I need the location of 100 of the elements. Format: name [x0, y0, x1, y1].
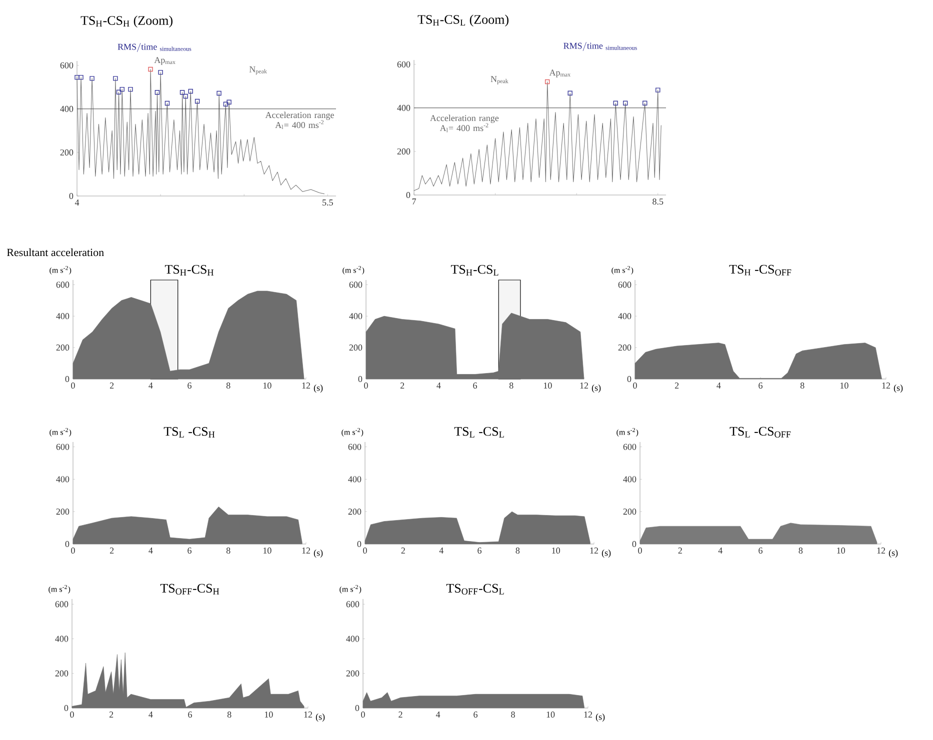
- x-tick-label: 6: [478, 548, 482, 554]
- x-tick-label: 2: [400, 382, 404, 388]
- point: [78, 74, 84, 80]
- y-axis-title: (m s$^{-2}$): [50, 266, 72, 274]
- x-tick-label: 0: [364, 382, 368, 389]
- annotation: Acceleration range A$_{l}$= 400 ms$^{-2}$: [430, 114, 499, 132]
- x-axis-title: (s): [314, 384, 323, 393]
- x-tick-label: 10: [263, 382, 272, 389]
- x-tick-label: 4: [148, 548, 153, 554]
- y-tick-label: 600: [623, 444, 636, 450]
- chart-title: TS$_{L}$ -CS$_{H}$: [164, 427, 215, 438]
- x-tick-label: 8: [516, 548, 520, 554]
- y-tick-label: 400: [618, 313, 632, 320]
- x-tick-label: 2: [109, 712, 114, 718]
- chart-title: TS$_{H}$ -CS$_{OFF}$: [729, 264, 792, 276]
- x-tick-label: 0: [638, 548, 642, 554]
- y-tick-label: 400: [56, 313, 70, 320]
- point: [113, 76, 118, 81]
- point: [656, 88, 660, 92]
- x-tick-label: 12: [584, 712, 592, 718]
- y-tick-label: 200: [623, 508, 636, 515]
- y-tick-label: 600: [56, 444, 70, 450]
- point: [623, 100, 628, 106]
- point: [74, 74, 80, 80]
- point: [613, 100, 618, 106]
- x-axis-title: (s): [894, 384, 903, 393]
- y-tick-label: 0: [69, 192, 74, 200]
- x-tick-label: 0: [363, 548, 367, 554]
- x-tick-label: 4: [74, 200, 80, 206]
- y-tick-label: 400: [55, 636, 68, 642]
- x-tick-label: 8: [226, 548, 230, 554]
- y-tick-label: 400: [623, 476, 636, 482]
- x-axis-title: (s): [314, 550, 323, 558]
- y-axis-title: (m s$^{-2}$): [342, 428, 364, 436]
- point: [188, 88, 193, 94]
- y-tick-label: 0: [632, 540, 636, 548]
- y-tick-label: 400: [60, 106, 74, 112]
- x-tick-label: 6: [188, 548, 192, 554]
- y-tick-label: 200: [397, 148, 410, 154]
- x-tick-label: 5.5: [322, 200, 333, 206]
- y-tick-label: 0: [406, 192, 410, 198]
- x-tick-label: 4: [436, 382, 441, 388]
- x-tick-label: 12: [302, 548, 310, 554]
- y-tick-label: 600: [618, 282, 632, 288]
- point: [642, 100, 648, 106]
- x-tick-label: 10: [552, 548, 560, 554]
- chart-title: TS$_{H}$-CS$_{L}$ (Zoom): [418, 14, 508, 26]
- x-tick-label: 4: [436, 712, 440, 718]
- y-tick-label: 200: [349, 344, 362, 351]
- x-tick-label: 10: [840, 382, 848, 389]
- x-tick-label: 10: [546, 712, 555, 718]
- x-tick-label: 2: [678, 548, 682, 554]
- x-axis-title: (s): [596, 714, 605, 722]
- y-tick-label: 400: [346, 636, 360, 642]
- y-axis-title: (m s$^{-2}$): [616, 428, 638, 436]
- point: [544, 79, 550, 84]
- y-tick-label: 400: [348, 476, 362, 482]
- y-tick-label: 600: [56, 282, 70, 288]
- x-tick-label: 6: [188, 712, 192, 718]
- y-tick-label: 0: [627, 376, 632, 382]
- point: [154, 90, 160, 95]
- point: [90, 76, 94, 81]
- point: [216, 90, 222, 96]
- y-axis-title: (m s$^{-2}$): [50, 428, 72, 436]
- x-tick-label: 6: [473, 382, 477, 389]
- y-tick-label: 400: [56, 476, 70, 482]
- point: [158, 70, 163, 75]
- y-tick-label: 600: [60, 62, 74, 68]
- y-tick-label: 600: [348, 444, 362, 450]
- chart-title: TS$_{H}$-CS$_{H}$: [164, 265, 214, 276]
- x-tick-label: 4: [148, 382, 153, 388]
- y-axis-title: (m s$^{-2}$): [48, 584, 70, 594]
- x-tick-label: 8: [227, 712, 232, 718]
- y-axis-title: (m s$^{-2}$): [612, 266, 634, 274]
- y-tick-label: 600: [397, 61, 410, 68]
- y-tick-label: 400: [397, 104, 410, 111]
- point: [116, 90, 122, 94]
- x-tick-label: 10: [263, 548, 272, 554]
- text: Resultant acceleration: [6, 248, 104, 256]
- y-tick-label: 0: [64, 704, 68, 712]
- y-tick-label: 0: [355, 704, 360, 712]
- annotation: Ap$_{max}$: [549, 70, 571, 78]
- point: [180, 90, 185, 95]
- point: [128, 86, 133, 92]
- chart-title: TS$_{H}$-CS$_{L}$: [450, 265, 498, 276]
- x-tick-label: 2: [110, 382, 114, 388]
- x-tick-label: 2: [110, 548, 114, 554]
- point: [194, 98, 200, 104]
- y-tick-label: 0: [65, 376, 70, 382]
- y-axis-title: (m s$^{-2}$): [342, 266, 364, 274]
- y-tick-label: 0: [357, 540, 362, 548]
- x-tick-label: 10: [264, 712, 273, 718]
- point: [164, 100, 170, 106]
- text: $\mathrm{RMS/time}\;_{\mathrm{simultaneous}}$: [564, 42, 637, 52]
- chart-title: TS$_{OFF}$-CS$_{H}$: [160, 584, 220, 594]
- point: [223, 102, 228, 106]
- x-tick-label: 8: [798, 548, 803, 554]
- y-tick-label: 200: [618, 344, 632, 351]
- point: [568, 90, 572, 96]
- x-tick-label: 8: [226, 382, 230, 389]
